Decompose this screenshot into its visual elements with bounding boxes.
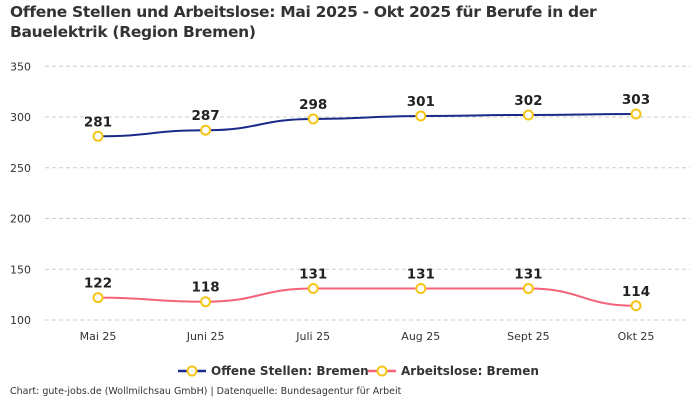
chart-credit: Chart: gute-jobs.de (Wollmilchsau GmbH) … (10, 386, 402, 397)
data-label: 303 (622, 92, 650, 108)
legend-marker (376, 365, 388, 377)
data-point (522, 283, 534, 295)
y-tick-label: 300 (10, 111, 31, 124)
x-tick-label: Juni 25 (186, 330, 225, 343)
y-tick-label: 150 (10, 263, 31, 276)
data-point (307, 113, 319, 125)
data-point (200, 124, 212, 136)
x-tick-label: Mai 25 (80, 330, 117, 343)
data-label: 281 (84, 114, 112, 130)
y-tick-label: 200 (10, 213, 31, 226)
y-tick-label: 100 (10, 314, 31, 327)
y-tick-label: 250 (10, 162, 31, 175)
data-point (92, 292, 104, 304)
data-label: 131 (407, 267, 435, 283)
legend-label: Offene Stellen: Bremen (211, 364, 369, 378)
legend-label: Arbeitslose: Bremen (401, 364, 539, 378)
series-line (97, 112, 637, 138)
x-tick-label: Juli 25 (295, 330, 330, 343)
data-label: 131 (299, 267, 327, 283)
data-label: 298 (299, 97, 327, 113)
data-point (522, 109, 534, 121)
x-tick-label: Sept 25 (507, 330, 550, 343)
data-label: 287 (192, 108, 220, 124)
chart-title: Offene Stellen und Arbeitslose: Mai 2025… (10, 3, 597, 41)
x-tick-label: Okt 25 (618, 330, 655, 343)
data-label: 118 (192, 280, 220, 296)
data-label: 302 (514, 93, 542, 109)
data-label: 114 (622, 284, 650, 300)
data-point (415, 110, 427, 122)
data-point (307, 283, 319, 295)
x-tick-label: Aug 25 (401, 330, 440, 343)
data-label: 301 (407, 94, 435, 110)
data-point (92, 130, 104, 142)
data-point (200, 296, 212, 308)
data-point (630, 108, 642, 120)
data-label: 122 (84, 276, 112, 292)
data-label: 131 (514, 267, 542, 283)
series-line (97, 287, 637, 307)
data-point (630, 300, 642, 312)
data-point (415, 283, 427, 295)
legend-marker (186, 365, 198, 377)
y-tick-label: 350 (10, 60, 31, 73)
